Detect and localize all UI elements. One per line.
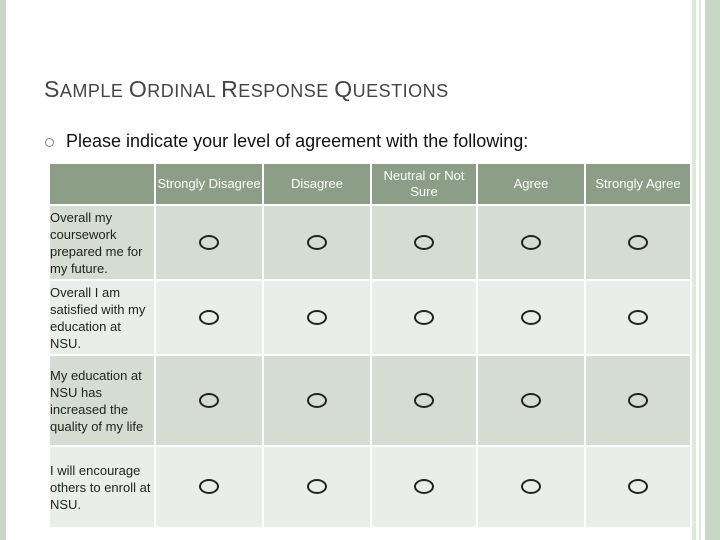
radio-option-icon[interactable] bbox=[414, 479, 434, 494]
question-text: Overall my coursework prepared me for my… bbox=[48, 204, 156, 281]
option-cell bbox=[262, 279, 372, 356]
radio-option-icon[interactable] bbox=[628, 234, 648, 250]
option-cell bbox=[154, 279, 264, 356]
option-cell bbox=[476, 354, 586, 447]
title-initial: Q bbox=[334, 76, 353, 102]
title-initial: O bbox=[128, 76, 148, 102]
radio-option-icon[interactable] bbox=[307, 392, 327, 408]
option-cell bbox=[370, 279, 478, 356]
radio-option-icon[interactable] bbox=[307, 309, 327, 325]
option-cell bbox=[154, 354, 264, 447]
option-cell bbox=[584, 354, 692, 447]
option-cell bbox=[370, 204, 478, 281]
option-cell bbox=[584, 204, 692, 281]
radio-option-icon[interactable] bbox=[414, 309, 434, 325]
option-cell bbox=[262, 204, 372, 281]
option-cell bbox=[476, 279, 586, 356]
table-row: My education at NSU has increased the qu… bbox=[48, 354, 692, 447]
title-rest: UESTIONS bbox=[352, 81, 449, 101]
radio-option-icon[interactable] bbox=[199, 479, 219, 494]
radio-option-icon[interactable] bbox=[521, 309, 541, 325]
table-row: I will encourage others to enroll at NSU… bbox=[48, 445, 692, 529]
radio-option-icon[interactable] bbox=[199, 309, 219, 325]
radio-option-icon[interactable] bbox=[307, 479, 327, 494]
header-corner bbox=[48, 162, 156, 206]
option-cell bbox=[154, 445, 264, 529]
radio-option-icon[interactable] bbox=[521, 479, 541, 494]
question-prompt: Please indicate your level of agreement … bbox=[66, 131, 529, 151]
header-strongly-disagree: Strongly Disagree bbox=[154, 162, 264, 206]
slide-frame-right bbox=[705, 0, 720, 540]
title-initial: S bbox=[44, 76, 60, 102]
option-cell bbox=[154, 204, 264, 281]
radio-option-icon[interactable] bbox=[628, 479, 648, 494]
slide-frame-right-line bbox=[699, 0, 701, 540]
title-rest: RDINAL bbox=[147, 81, 222, 101]
radio-option-icon[interactable] bbox=[628, 392, 648, 408]
header-strongly-agree: Strongly Agree bbox=[584, 162, 692, 206]
radio-option-icon[interactable] bbox=[307, 234, 327, 250]
header-neutral: Neutral or Not Sure bbox=[370, 162, 478, 206]
question-text: Overall I am satisfied with my education… bbox=[48, 279, 156, 356]
slide-frame-left bbox=[0, 0, 6, 540]
radio-option-icon[interactable] bbox=[199, 392, 219, 408]
radio-option-icon[interactable] bbox=[521, 392, 541, 408]
title-rest: AMPLE bbox=[59, 81, 129, 101]
radio-option-icon[interactable] bbox=[521, 234, 541, 250]
header-disagree: Disagree bbox=[262, 162, 372, 206]
slide-frame-right-inner bbox=[692, 0, 696, 540]
radio-option-icon[interactable] bbox=[414, 392, 434, 408]
title-initial: R bbox=[221, 76, 239, 102]
radio-option-icon[interactable] bbox=[628, 309, 648, 325]
option-cell bbox=[262, 445, 372, 529]
radio-option-icon[interactable] bbox=[199, 234, 219, 250]
likert-table: Strongly Disagree Disagree Neutral or No… bbox=[48, 162, 692, 529]
option-cell bbox=[370, 445, 478, 529]
option-cell bbox=[370, 354, 478, 447]
table-row: Overall I am satisfied with my education… bbox=[48, 279, 692, 356]
table-header-row: Strongly Disagree Disagree Neutral or No… bbox=[48, 162, 692, 206]
option-cell bbox=[584, 445, 692, 529]
question-text: My education at NSU has increased the qu… bbox=[48, 354, 156, 447]
slide-title: SAMPLE ORDINAL RESPONSE QUESTIONS bbox=[44, 76, 449, 103]
radio-option-icon[interactable] bbox=[414, 234, 434, 250]
bullet-circle-icon bbox=[45, 138, 54, 147]
header-agree: Agree bbox=[476, 162, 586, 206]
title-rest: ESPONSE bbox=[238, 81, 335, 101]
option-cell bbox=[262, 354, 372, 447]
option-cell bbox=[584, 279, 692, 356]
option-cell bbox=[476, 445, 586, 529]
option-cell bbox=[476, 204, 586, 281]
question-text: I will encourage others to enroll at NSU… bbox=[48, 445, 156, 529]
table-row: Overall my coursework prepared me for my… bbox=[48, 204, 692, 281]
